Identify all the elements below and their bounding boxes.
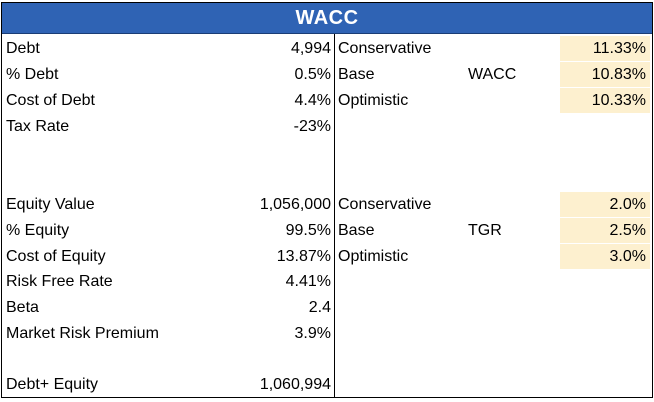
tgr-conservative-label: Conservative	[338, 196, 432, 213]
market-risk-premium-value: 3.9%	[294, 325, 331, 342]
debt-plus-equity-value: 1,060,994	[259, 376, 331, 393]
tax-rate-label: Tax Rate	[6, 118, 70, 135]
cost-of-debt-value: 4.4%	[294, 92, 331, 109]
debt-label: Debt	[6, 40, 40, 57]
wacc-conservative-value: 11.33%	[560, 36, 650, 61]
wacc-base-value: 10.83%	[560, 62, 650, 87]
wacc-optimistic-value: 10.33%	[560, 88, 650, 113]
wacc-conservative-label: Conservative	[338, 40, 432, 57]
pct-debt-value: 0.5%	[294, 66, 331, 83]
column-divider	[334, 34, 335, 397]
debt-plus-equity-label: Debt+ Equity	[6, 376, 99, 393]
debt-value: 4,994	[290, 40, 331, 57]
market-risk-premium-label: Market Risk Premium	[6, 325, 159, 342]
tgr-base-label: Base	[338, 222, 375, 239]
pct-debt-label: % Debt	[6, 66, 59, 83]
risk-free-rate-label: Risk Free Rate	[6, 273, 113, 290]
tgr-conservative-value: 2.0%	[560, 192, 650, 217]
wacc-label: WACC	[468, 66, 517, 83]
pct-equity-value: 99.5%	[285, 222, 331, 239]
table-title: WACC	[2, 3, 652, 34]
beta-value: 2.4	[308, 299, 331, 316]
cost-of-equity-label: Cost of Equity	[6, 248, 106, 265]
risk-free-rate-value: 4.41%	[285, 273, 331, 290]
tgr-optimistic-label: Optimistic	[338, 248, 409, 265]
cost-of-debt-label: Cost of Debt	[6, 92, 95, 109]
tgr-base-value: 2.5%	[560, 218, 650, 243]
pct-equity-label: % Equity	[6, 222, 70, 239]
tax-rate-value: -23%	[293, 118, 331, 135]
beta-label: Beta	[6, 299, 39, 316]
tgr-label: TGR	[468, 222, 502, 239]
tgr-optimistic-value: 3.0%	[560, 244, 650, 269]
equity-value-label: Equity Value	[6, 196, 95, 213]
wacc-optimistic-label: Optimistic	[338, 92, 409, 109]
equity-value-value: 1,056,000	[259, 196, 331, 213]
wacc-base-label: Base	[338, 66, 375, 83]
cost-of-equity-value: 13.87%	[276, 248, 331, 265]
